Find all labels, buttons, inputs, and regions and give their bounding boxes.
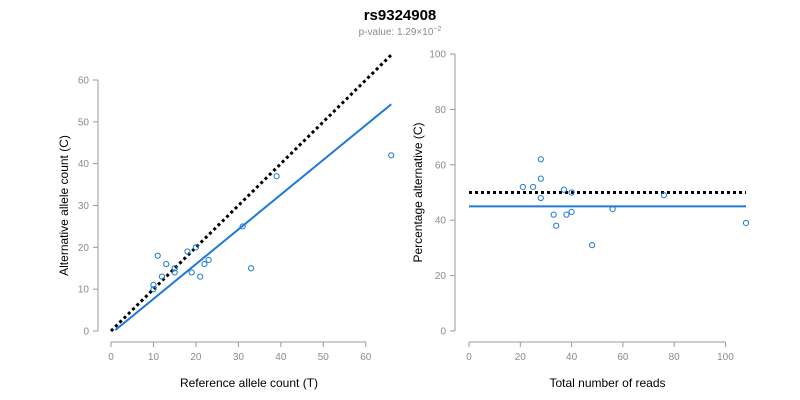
right-x-tick-label: 80 [669,352,681,363]
left-data-point [239,223,246,230]
left-y-tick-label: 0 [83,327,89,338]
left-reference-line [109,53,393,333]
left-data-point [163,260,170,268]
left-data-point [201,260,208,268]
left-y-tick-label: 60 [78,76,90,87]
right-x-tick-label: 20 [515,352,527,363]
left-data-point [388,152,395,159]
subtitle-prefix: p-value: 1.29×10 [359,27,434,38]
left-y-tick-label: 10 [78,285,90,296]
left-x-tick-label: 60 [360,352,372,363]
left-data-point [192,244,200,251]
right-y-tick-label: 100 [429,50,446,61]
right-x-axis-label: Total number of reads [549,376,665,390]
left-y-tick-label: 50 [78,117,90,128]
right-data-point [530,183,537,191]
right-data-point [519,183,526,191]
right-y-axis-label: Percentage alternative (C) [411,122,425,262]
left-y-axis-label: Alternative allele count (C) [57,135,71,276]
left-data-point [150,281,157,289]
left-data-point [171,265,178,272]
left-x-tick-label: 40 [275,352,287,363]
subtitle-exponent: −2 [433,26,441,33]
left-x-tick-label: 20 [190,352,202,363]
left-data-point [273,173,280,180]
left-data-point [205,256,212,263]
left-scatter-panel: 0 10 20 30 40 50 60 0 10 20 30 40 50 60 Reference alle… [57,53,395,390]
right-x-tick-label: 40 [566,352,578,363]
chart-title: rs9324908 [364,7,437,24]
left-y-tick-label: 20 [78,243,90,254]
right-data-point [560,186,567,193]
left-x-tick-label: 10 [148,352,160,363]
left-data-point [154,252,161,259]
left-data-point [248,265,255,272]
right-y-tick-label: 20 [435,271,447,282]
left-data-point [158,273,166,280]
right-x-tick-label: 0 [466,352,472,363]
left-y-tick-label: 30 [78,201,90,212]
left-x-tick-label: 50 [318,352,330,363]
right-y-tick-label: 0 [440,327,446,338]
left-data-point [150,286,157,293]
right-data-point [553,222,560,229]
right-y-tick-label: 40 [435,216,447,227]
right-data-point [568,208,575,215]
left-x-axis-label: Reference allele count (T) [180,376,318,390]
right-y-tick-label: 80 [435,105,447,116]
left-data-point [188,269,195,276]
right-x-tick-label: 100 [717,352,734,363]
left-data-point [184,248,191,255]
left-data-point [197,273,204,280]
right-x-tick-label: 60 [617,352,629,363]
right-data-point [660,192,668,199]
right-data-point [550,211,557,218]
right-data-point [537,156,544,163]
left-x-tick-label: 30 [233,352,245,363]
right-y-tick-label: 60 [435,160,447,171]
right-data-point [589,242,596,249]
left-y-tick-label: 40 [78,159,90,170]
left-x-tick-label: 0 [108,352,114,363]
right-data-point [563,211,570,218]
right-data-point [742,219,750,227]
left-data-point [171,269,178,276]
right-data-point [537,175,544,182]
right-scatter-panel: 0 20 40 60 80 100 0 20 40 60 80 100 Total number of … [411,50,750,390]
chart-subtitle: p-value: 1.29×10−2 [359,26,442,38]
right-data-point [537,194,544,202]
right-data-point [568,189,575,196]
left-fit-line [114,103,392,331]
right-data-point [609,206,616,213]
